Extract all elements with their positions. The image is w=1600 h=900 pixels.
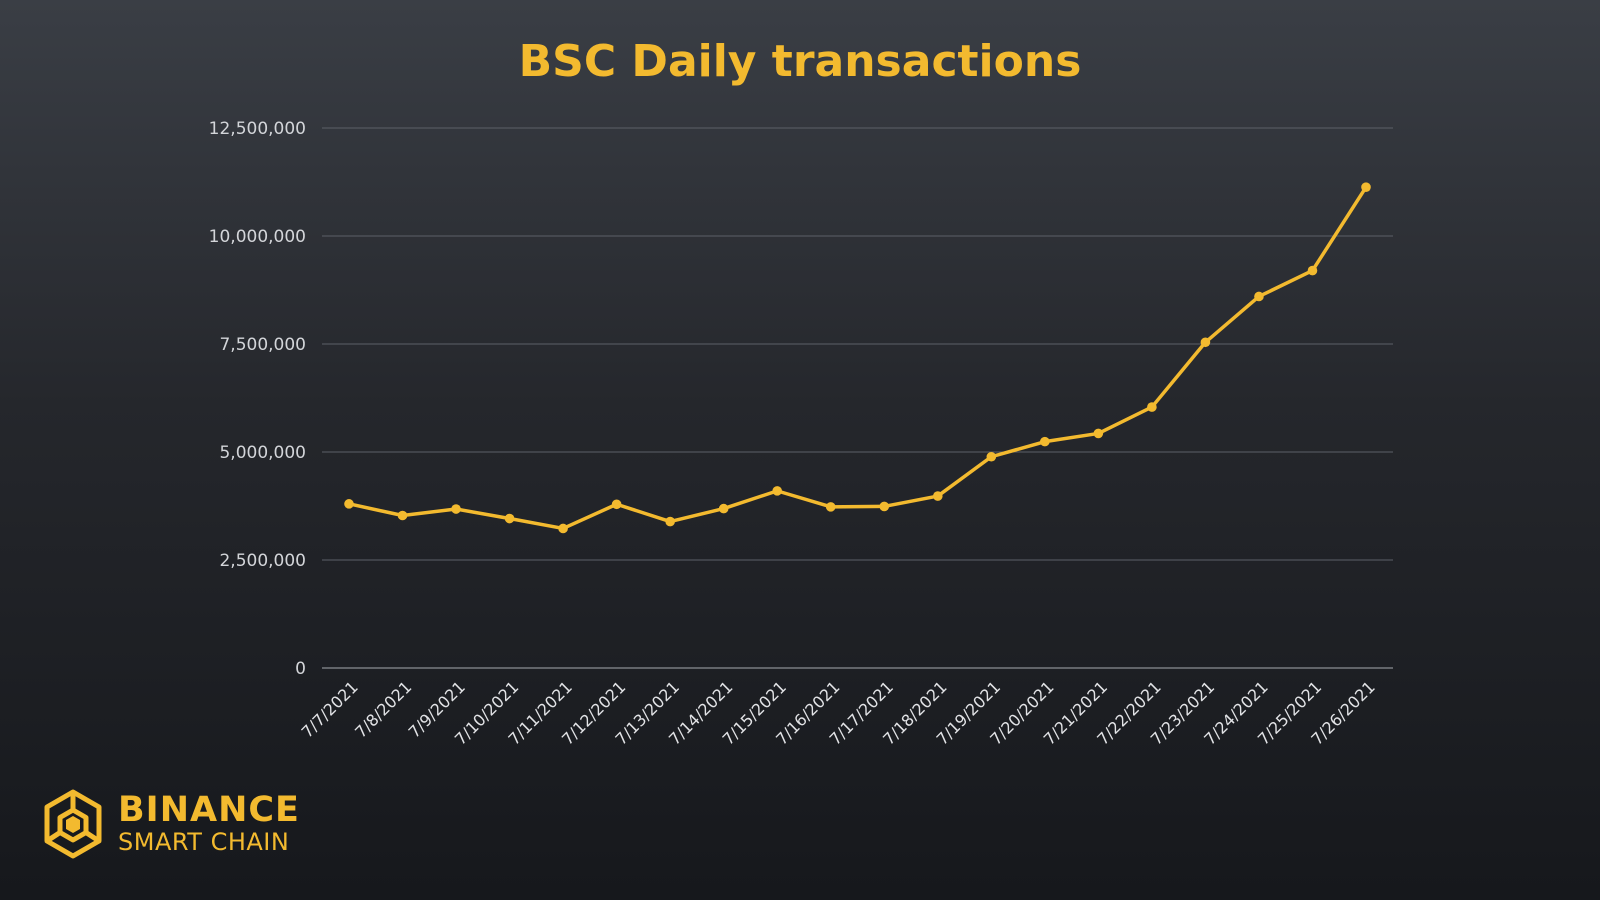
data-point [611,499,622,510]
series-group [344,182,1371,534]
brand-subtitle: SMART CHAIN [118,828,290,856]
data-point [665,516,675,527]
x-axis-ticks: 7/7/20217/8/20217/9/20217/10/20217/11/20… [298,677,1379,748]
data-point [504,513,515,524]
data-point [1361,182,1371,192]
data-point [1040,436,1050,447]
data-point [558,523,568,534]
series-line [347,185,1368,531]
y-tick-label: 7,500,000 [219,335,306,355]
data-point [879,501,890,512]
brand-logo-block: BINANCE SMART CHAIN [42,788,300,860]
y-axis-ticks: 0 2,500,000 5,000,000 7,500,000 10,000,000 12… [209,119,306,679]
data-point [397,510,408,521]
data-point [772,486,783,496]
y-tick-label: 12,500,000 [209,119,306,139]
y-tick-label: 5,000,000 [219,443,306,463]
data-point [1093,428,1104,439]
data-point [1307,265,1318,276]
data-point [344,499,354,509]
binance-cube-icon [44,789,102,859]
data-point [718,503,729,514]
grid-lines [322,127,1393,669]
data-point [986,451,997,462]
y-tick-label: 2,500,000 [219,551,306,571]
data-point [1147,402,1157,412]
chart-title: BSC Daily transactions [518,36,1082,87]
y-tick-label: 0 [295,659,306,679]
y-tick-label: 10,000,000 [209,227,306,247]
data-point [825,502,836,512]
data-point [1254,291,1264,302]
data-point [1200,337,1211,348]
brand-name: BINANCE [118,790,300,830]
data-point [451,504,461,514]
data-point [932,491,943,501]
x-tick-label: 7/8/2021 [351,677,415,741]
x-tick-label: 7/7/2021 [298,677,362,741]
